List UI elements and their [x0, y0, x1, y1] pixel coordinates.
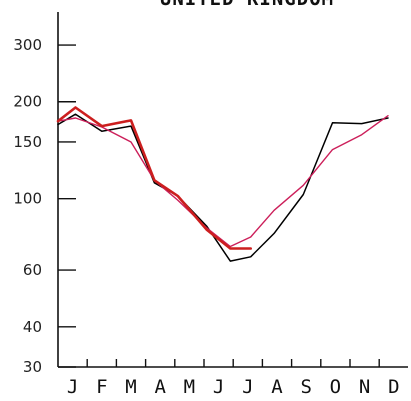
y-tick-label: 40: [23, 318, 42, 336]
y-tick-label: 200: [13, 93, 42, 111]
x-tick-label: F: [96, 376, 107, 398]
y-tick-label: 150: [13, 133, 42, 151]
series-line-3: [56, 106, 252, 250]
x-tick-label: A: [271, 376, 283, 398]
series-layer: [56, 106, 389, 262]
x-tick-label: S: [300, 376, 311, 398]
x-tick-label: M: [184, 376, 195, 398]
series-line-2: [57, 114, 389, 248]
y-axis-ticks: 300 200 150 100 60 40 30: [13, 36, 76, 376]
y-tick-label: 100: [13, 190, 42, 208]
y-tick-label: 300: [13, 36, 42, 54]
x-tick-label: M: [125, 376, 136, 398]
x-tick-label: J: [242, 376, 253, 398]
x-tick-label: A: [154, 376, 166, 398]
series-line-1: [57, 113, 389, 262]
x-tick-label: N: [359, 376, 370, 398]
x-tick-label: J: [67, 376, 78, 398]
y-tick-label: 30: [23, 358, 42, 376]
x-tick-label: D: [388, 376, 399, 398]
y-tick-label: 60: [23, 261, 42, 279]
chart-title: UNITED KINGDOM: [160, 0, 334, 10]
x-tick-label: O: [330, 376, 341, 398]
x-tick-label: J: [213, 376, 224, 398]
